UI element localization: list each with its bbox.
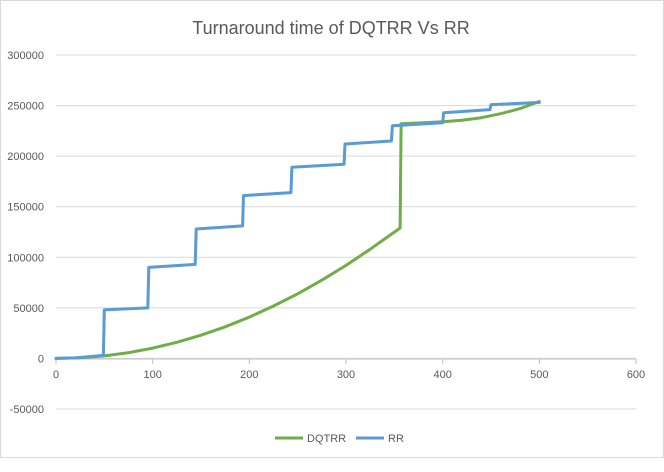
series-layer [54, 100, 541, 360]
y-tick-label: 0 [38, 353, 44, 365]
x-tick-label: 300 [337, 369, 355, 381]
axes: -500000500001000001500002000002500003000… [7, 50, 645, 416]
x-tick-label: 200 [240, 369, 258, 381]
x-tick-label: 400 [433, 369, 451, 381]
x-tick-label: 0 [53, 369, 59, 381]
x-tick-label: 500 [530, 369, 548, 381]
y-tick-label: 100000 [7, 252, 44, 264]
legend-label-dqtrr: DQTRR [307, 433, 346, 445]
x-tick-label: 600 [627, 369, 645, 381]
y-tick-label: 250000 [7, 101, 44, 113]
gridlines [56, 54, 636, 410]
y-tick-label: 300000 [7, 50, 44, 62]
legend: DQTRR RR [275, 433, 404, 445]
series-line-rr [54, 101, 541, 360]
y-tick-label: 50000 [13, 303, 44, 315]
y-tick-label: 200000 [7, 151, 44, 163]
series-line-dqtrr [54, 100, 541, 360]
x-tick-label: 100 [143, 369, 161, 381]
legend-label-rr: RR [388, 433, 404, 445]
chart-area [0, 0, 664, 458]
y-tick-label: 150000 [7, 202, 44, 214]
y-tick-label: -50000 [10, 404, 44, 416]
chart-title: Turnaround time of DQTRR Vs RR [192, 18, 469, 38]
